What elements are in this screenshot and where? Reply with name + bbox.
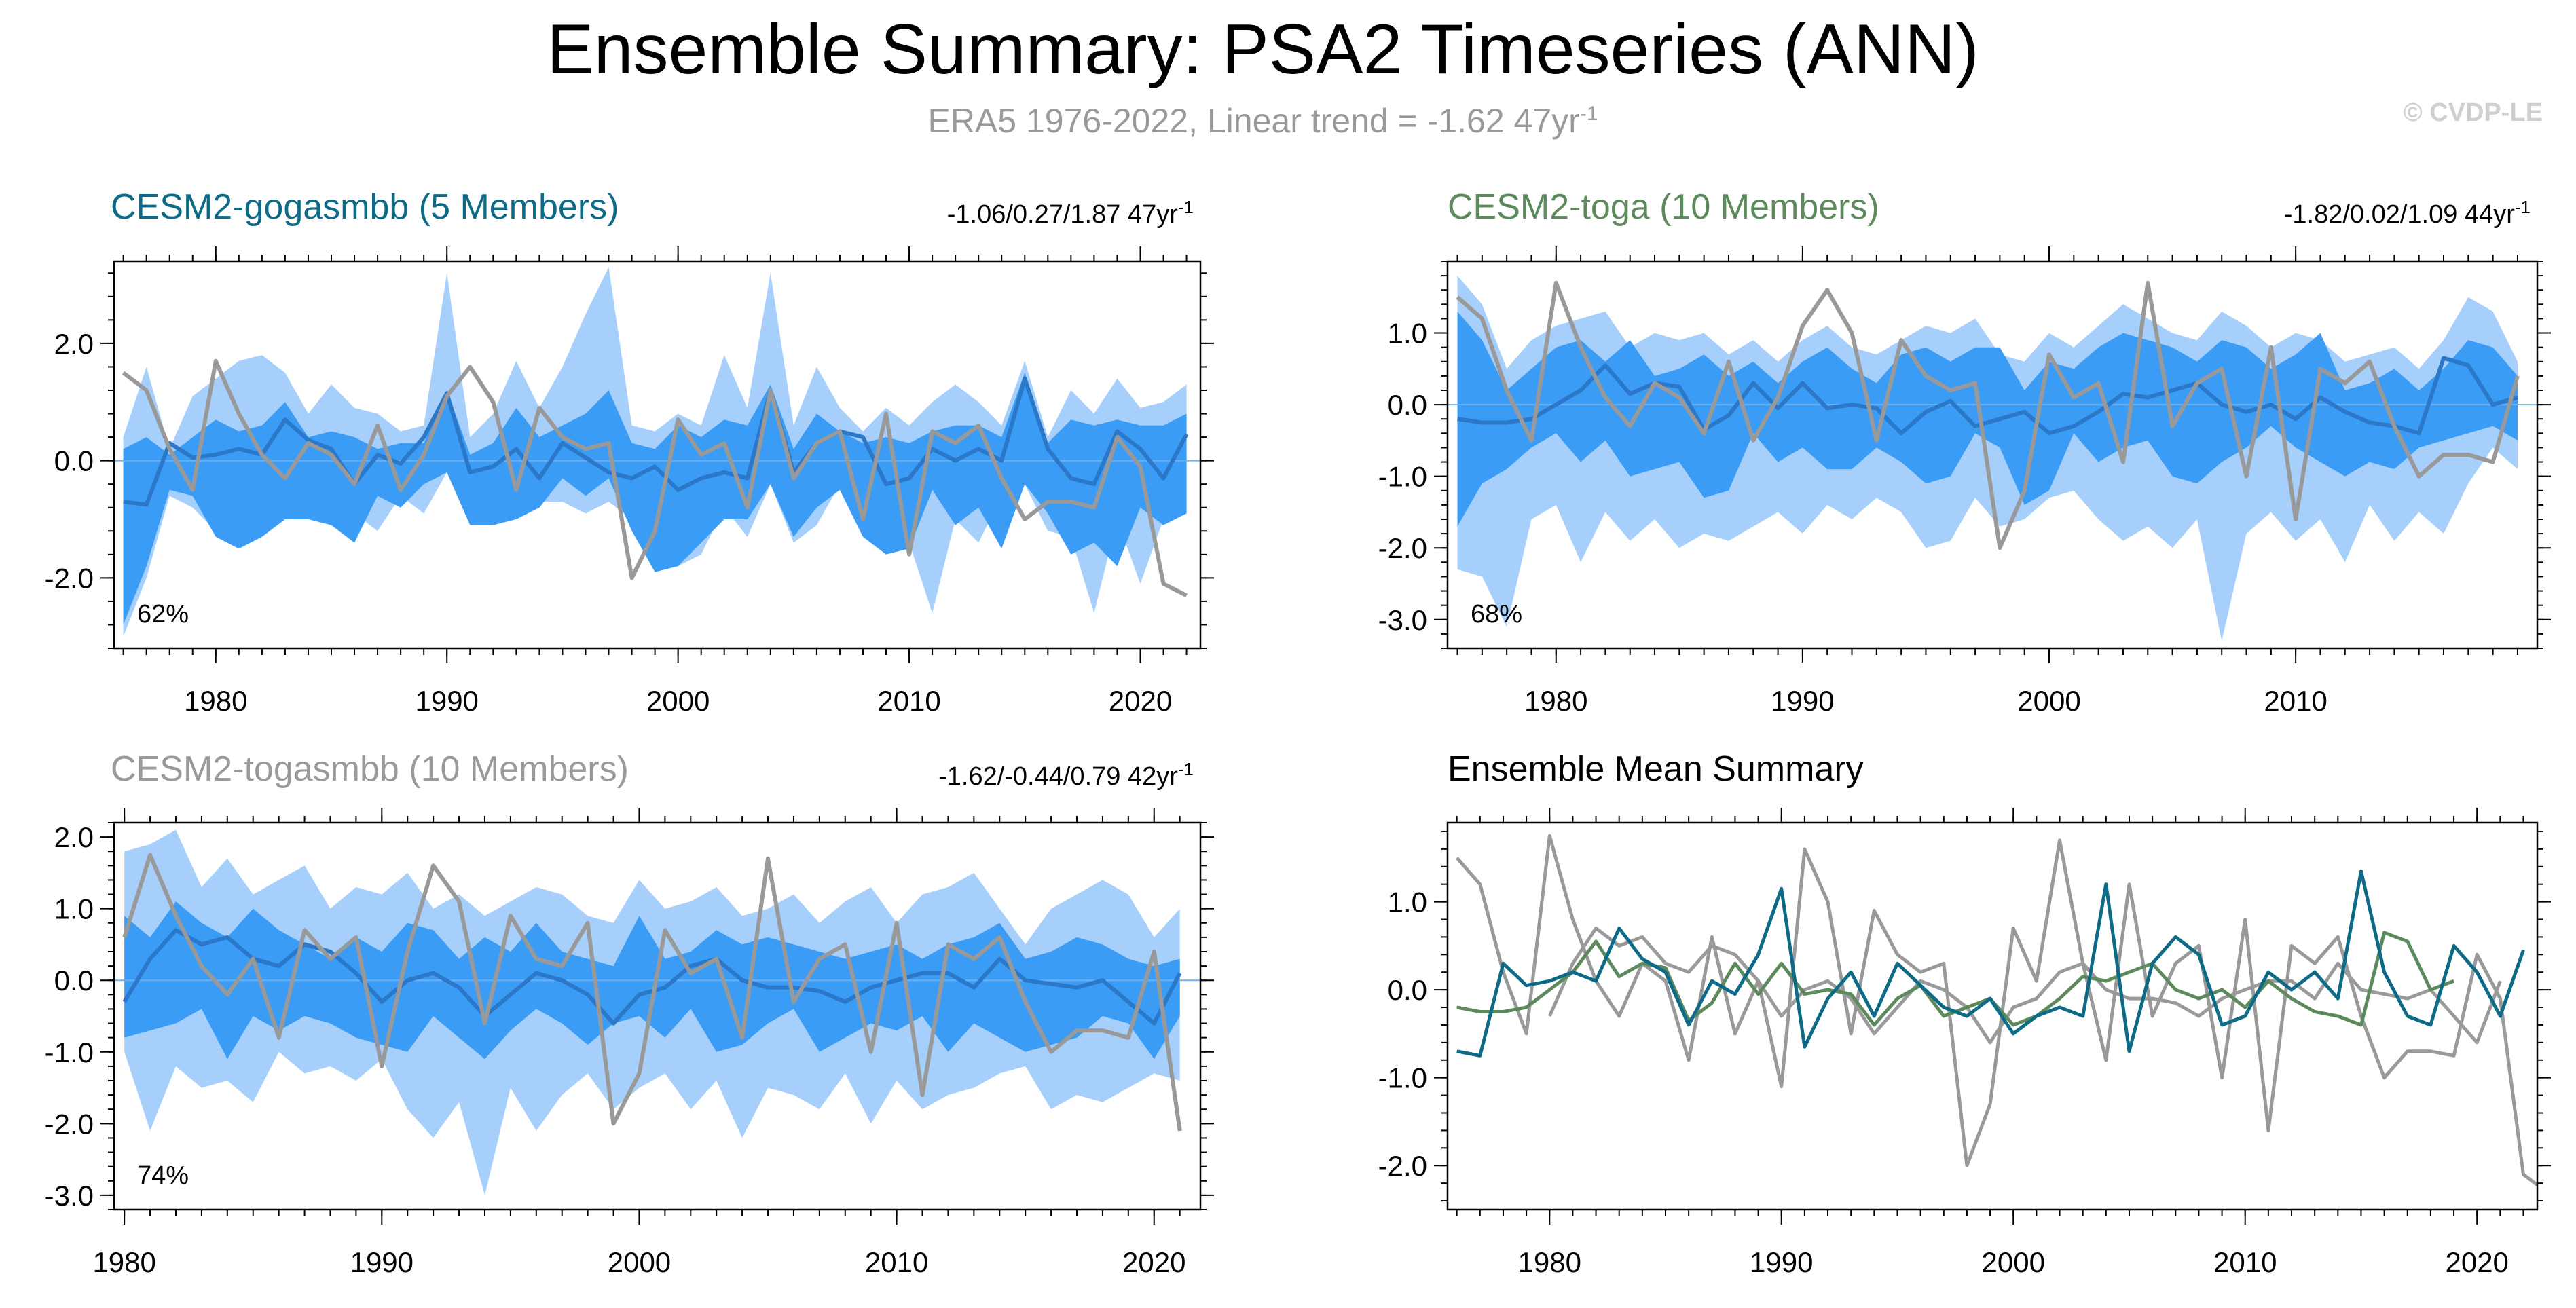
x-tick-label: 1980 <box>92 1246 155 1278</box>
panel-stats: -1.06/0.27/1.87 47yr-1 <box>947 197 1194 229</box>
y-tick-label: -2.0 <box>45 1108 94 1140</box>
x-tick-label: 2010 <box>865 1246 928 1278</box>
y-tick-label: -1.0 <box>45 1036 94 1068</box>
panel-stats: -1.82/0.02/1.09 44yr-1 <box>2284 197 2531 229</box>
x-tick-label: 1990 <box>415 685 478 717</box>
x-tick-label: 2000 <box>646 685 710 717</box>
y-tick-label: -2.0 <box>45 562 94 594</box>
panel-stats-sup: -1 <box>2515 197 2531 217</box>
panels: CESM2-gogasmbb (5 Members) -1.06/0.27/1.8… <box>45 187 2551 1278</box>
y-tick-label: -3.0 <box>45 1180 94 1212</box>
y-tick-label: 0.0 <box>1388 974 1427 1006</box>
plot-area <box>1448 276 2537 641</box>
percent-label: 74% <box>137 1161 189 1190</box>
y-tick-label: 0.0 <box>1388 389 1427 421</box>
y-tick-label: 1.0 <box>54 893 94 925</box>
inner-spread-band <box>1457 311 2518 527</box>
x-tick-label: 2000 <box>1982 1246 2045 1278</box>
x-tick-label: 2000 <box>2017 685 2080 717</box>
panel-gogasmbb: CESM2-gogasmbb (5 Members) -1.06/0.27/1.8… <box>45 187 1214 717</box>
y-tick-label: 2.0 <box>54 821 94 853</box>
plot-area <box>114 267 1200 637</box>
x-tick-label: 2020 <box>1109 685 1172 717</box>
subtitle-sup: -1 <box>1580 102 1598 125</box>
x-tick-label: 2010 <box>2264 685 2327 717</box>
panel-stats: -1.62/-0.44/0.79 42yr-1 <box>938 759 1194 791</box>
x-tick-label: 1990 <box>350 1246 413 1278</box>
panel-stats-text: -1.06/0.27/1.87 47yr <box>947 200 1178 229</box>
figure-title: Ensemble Summary: PSA2 Timeseries (ANN) <box>547 10 1979 89</box>
y-tick-label: -2.0 <box>1378 532 1427 564</box>
panel-stats-text: -1.62/-0.44/0.79 42yr <box>938 762 1178 791</box>
x-tick-label: 1980 <box>184 685 247 717</box>
y-tick-label: 0.0 <box>54 445 94 477</box>
plot-area <box>1455 834 2537 1187</box>
y-tick-label: -1.0 <box>1378 461 1427 493</box>
panel-stats-text: -1.82/0.02/1.09 44yr <box>2284 200 2515 229</box>
y-tick-label: -3.0 <box>1378 604 1427 636</box>
panel-title: Ensemble Mean Summary <box>1448 749 1864 789</box>
observed-line <box>122 853 1182 1132</box>
percent-label: 68% <box>1471 600 1522 629</box>
ensemble-mean-line <box>1457 356 2518 436</box>
x-tick-label: 2010 <box>2213 1246 2277 1278</box>
y-tick-label: -1.0 <box>1378 1062 1427 1094</box>
panel-stats-sup: -1 <box>1178 759 1194 779</box>
panel-title: CESM2-gogasmbb (5 Members) <box>111 187 619 227</box>
y-tick-label: 2.0 <box>54 328 94 360</box>
x-tick-label: 2020 <box>1122 1246 1185 1278</box>
panel-frame <box>1446 260 2539 650</box>
observed-line <box>1456 280 2520 550</box>
series-line-cesm2-togasmbb <box>1548 927 2502 1045</box>
x-tick-label: 2020 <box>2445 1246 2508 1278</box>
series-line-cesm2-gogasmbb <box>1456 869 2525 1058</box>
x-tick-label: 1980 <box>1524 685 1587 717</box>
x-tick-label: 1980 <box>1518 1246 1581 1278</box>
observed-line <box>122 358 1188 597</box>
copyright-label: © CVDP-LE <box>2404 98 2543 127</box>
panel-frame <box>1446 821 2539 1211</box>
x-tick-label: 1990 <box>1750 1246 1813 1278</box>
y-tick-label: -2.0 <box>1378 1150 1427 1182</box>
panel-toga: CESM2-toga (10 Members) -1.82/0.02/1.09 4… <box>1378 187 2551 717</box>
plot-area <box>114 829 1200 1195</box>
panel-frame <box>113 821 1202 1211</box>
panel-togasmbb: CESM2-togasmbb (10 Members) -1.62/-0.44/0… <box>45 749 1214 1278</box>
x-tick-label: 1990 <box>1771 685 1834 717</box>
subtitle-text: ERA5 1976-2022, Linear trend = -1.62 47y… <box>927 102 1579 140</box>
panel-title: CESM2-togasmbb (10 Members) <box>111 749 629 789</box>
panel-title: CESM2-toga (10 Members) <box>1448 187 1879 227</box>
panel-stats-sup: -1 <box>1178 197 1194 217</box>
x-tick-label: 2000 <box>608 1246 671 1278</box>
figure-subtitle: ERA5 1976-2022, Linear trend = -1.62 47y… <box>927 102 1598 140</box>
y-tick-label: 0.0 <box>54 965 94 996</box>
percent-label: 62% <box>137 600 189 629</box>
inner-spread-band <box>123 373 1187 625</box>
x-tick-label: 2010 <box>877 685 940 717</box>
y-tick-label: 1.0 <box>1388 318 1427 350</box>
panel-frame <box>113 260 1202 650</box>
ensemble-mean-line <box>123 376 1189 507</box>
y-tick-label: 1.0 <box>1388 886 1427 918</box>
panel-ens_mean_summary: Ensemble Mean Summary -2.0 -1.0 0.0 1.0 1980 1… <box>1378 749 2551 1278</box>
